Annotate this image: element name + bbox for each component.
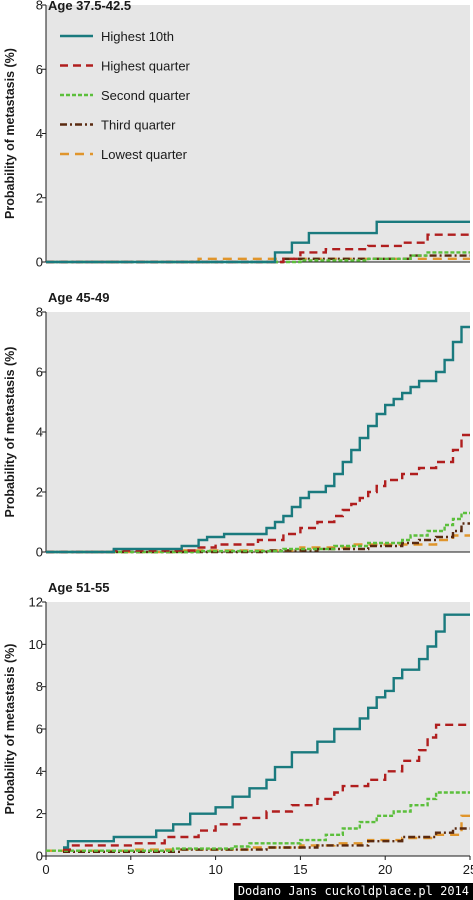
- y-tick-label: 4: [36, 764, 43, 779]
- legend-label: Third quarter: [101, 118, 176, 133]
- plot-area: [46, 602, 470, 856]
- plot-area: [46, 5, 470, 262]
- legend: Highest 10th Highest quarter Second quarte…: [60, 29, 191, 162]
- y-tick-label: 8: [36, 0, 43, 13]
- series-line-third-quarter: [63, 827, 470, 853]
- series-line-second-quarter: [46, 791, 470, 852]
- x-tick-label: 5: [127, 862, 134, 877]
- y-tick-label: 8: [36, 305, 43, 320]
- plot-area: [46, 312, 470, 552]
- x-tick-label: 25: [463, 862, 473, 877]
- y-tick-label: 6: [36, 365, 43, 380]
- series-line-highest-10th: [63, 613, 470, 849]
- y-tick-label: 6: [36, 62, 43, 77]
- series-line-highest-quarter: [63, 723, 470, 851]
- y-axis-label: Probability of metastasis (%): [3, 48, 17, 219]
- y-tick-label: 2: [36, 485, 43, 500]
- panel-title: Age 45-49: [48, 290, 109, 305]
- y-axis-label: Probability of metastasis (%): [3, 347, 17, 518]
- legend-label: Highest 10th: [101, 29, 174, 44]
- y-tick-label: 2: [36, 190, 43, 205]
- watermark-text: Dodano Jans cuckoldplace.pl 2014: [233, 883, 473, 900]
- y-tick-label: 0: [36, 849, 43, 864]
- y-tick-label: 4: [36, 126, 43, 141]
- y-tick-label: 12: [29, 595, 43, 610]
- series-line-second-quarter: [46, 511, 470, 554]
- x-tick-label: 15: [293, 862, 307, 877]
- chart-panel-3: Age 51-55 Probability of metastasis (%) 0 2…: [3, 580, 473, 877]
- y-tick-label: 0: [36, 255, 43, 270]
- series-line-highest-10th: [46, 325, 470, 554]
- x-tick-label: 0: [42, 862, 49, 877]
- legend-label: Second quarter: [101, 88, 191, 103]
- series-line-highest-quarter: [46, 233, 470, 264]
- series-line-highest-10th: [46, 220, 470, 264]
- y-tick-label: 6: [36, 722, 43, 737]
- y-tick-label: 10: [29, 637, 43, 652]
- y-tick-label: 4: [36, 425, 43, 440]
- panel-title: Age 51-55: [48, 580, 109, 595]
- legend-label: Highest quarter: [101, 59, 191, 74]
- panel-title: Age 37.5-42.5: [48, 0, 131, 13]
- y-tick-label: 0: [36, 545, 43, 560]
- legend-label: Lowest quarter: [101, 147, 188, 162]
- y-tick-label: 8: [36, 679, 43, 694]
- chart-panel-1: Age 37.5-42.5 Probability of metastasis (…: [3, 0, 470, 270]
- series-line-second-quarter: [46, 251, 470, 264]
- chart-panel-2: Age 45-49 Probability of metastasis (%) 0 2…: [3, 290, 470, 560]
- x-tick-label: 20: [378, 862, 392, 877]
- x-tick-label: 10: [208, 862, 222, 877]
- series-line-highest-quarter: [46, 433, 470, 554]
- y-tick-label: 2: [36, 806, 43, 821]
- y-axis-label: Probability of metastasis (%): [3, 644, 17, 815]
